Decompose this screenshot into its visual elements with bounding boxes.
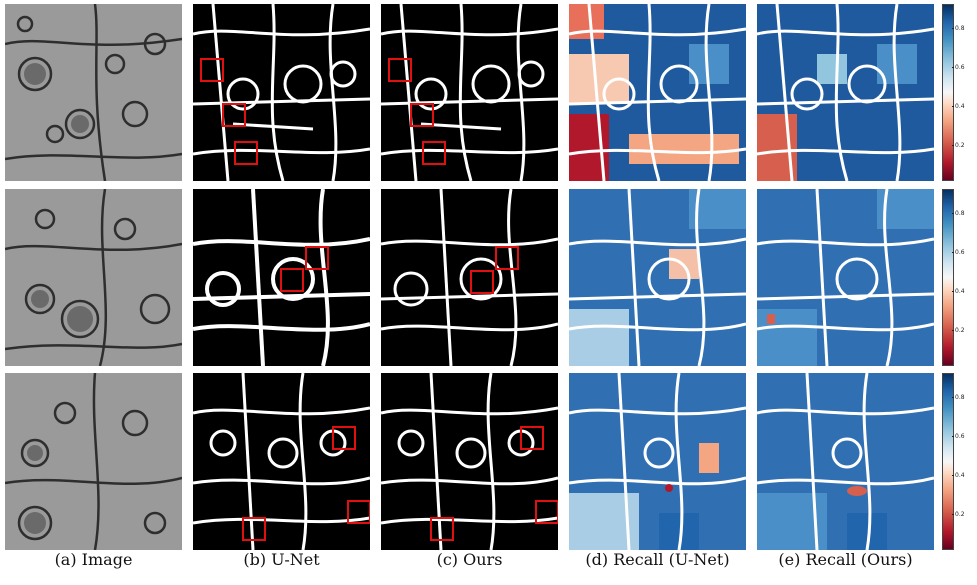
em-image-row3 bbox=[5, 373, 182, 550]
ours-seg-row3 bbox=[381, 373, 558, 550]
em-image-row1 bbox=[5, 4, 182, 181]
colorbar-row2-tick: 0.8 bbox=[952, 210, 965, 217]
colorbar-row2-tick: 0.6 bbox=[952, 249, 965, 256]
ours-seg-svg bbox=[381, 4, 558, 181]
recall-ours-row3 bbox=[757, 373, 934, 550]
em-image-svg bbox=[5, 189, 182, 366]
caption-recall-ours: (e) Recall (Ours) bbox=[778, 550, 913, 569]
colorbar-row3-tick: 0.2 bbox=[952, 511, 965, 518]
colorbar-row2-tick: 0.2 bbox=[952, 327, 965, 334]
recall-unet-row2 bbox=[569, 189, 746, 366]
colorbar-row2 bbox=[942, 189, 954, 366]
unet-seg-row2 bbox=[193, 189, 370, 366]
colorbar-row1-tick: 0.8 bbox=[952, 25, 965, 32]
colorbar-row3-tick: 0.4 bbox=[952, 472, 965, 479]
recall-unet-svg bbox=[569, 4, 746, 181]
colorbar-row3-tick: 0.6 bbox=[952, 433, 965, 440]
recall-ours-svg bbox=[757, 373, 934, 550]
caption-recall-unet: (d) Recall (U-Net) bbox=[585, 550, 730, 569]
unet-seg-row3 bbox=[193, 373, 370, 550]
recall-unet-svg bbox=[569, 189, 746, 366]
caption-ours: (c) Ours bbox=[436, 550, 503, 569]
colorbar-row3 bbox=[942, 373, 954, 550]
colorbar-row1 bbox=[942, 4, 954, 181]
em-image-svg bbox=[5, 4, 182, 181]
ours-seg-svg bbox=[381, 189, 558, 366]
ours-seg-svg bbox=[381, 373, 558, 550]
ours-seg-row2 bbox=[381, 189, 558, 366]
unet-seg-row1 bbox=[193, 4, 370, 181]
recall-ours-svg bbox=[757, 4, 934, 181]
colorbar-row1-tick: 0.4 bbox=[952, 103, 965, 110]
recall-unet-svg bbox=[569, 373, 746, 550]
recall-unet-row1 bbox=[569, 4, 746, 181]
recall-ours-row1 bbox=[757, 4, 934, 181]
colorbar-row3-tick: 0.8 bbox=[952, 394, 965, 401]
caption-image: (a) Image bbox=[54, 550, 133, 569]
colorbar-row1-tick: 0.2 bbox=[952, 142, 965, 149]
caption-unet: (b) U-Net bbox=[243, 550, 320, 569]
unet-seg-svg bbox=[193, 189, 370, 366]
ours-seg-row1 bbox=[381, 4, 558, 181]
colorbar-row2-tick: 0.4 bbox=[952, 288, 965, 295]
recall-ours-row2 bbox=[757, 189, 934, 366]
unet-seg-svg bbox=[193, 373, 370, 550]
em-image-row2 bbox=[5, 189, 182, 366]
em-image-svg bbox=[5, 373, 182, 550]
unet-seg-svg bbox=[193, 4, 370, 181]
recall-ours-svg bbox=[757, 189, 934, 366]
recall-unet-row3 bbox=[569, 373, 746, 550]
colorbar-row1-tick: 0.6 bbox=[952, 64, 965, 71]
